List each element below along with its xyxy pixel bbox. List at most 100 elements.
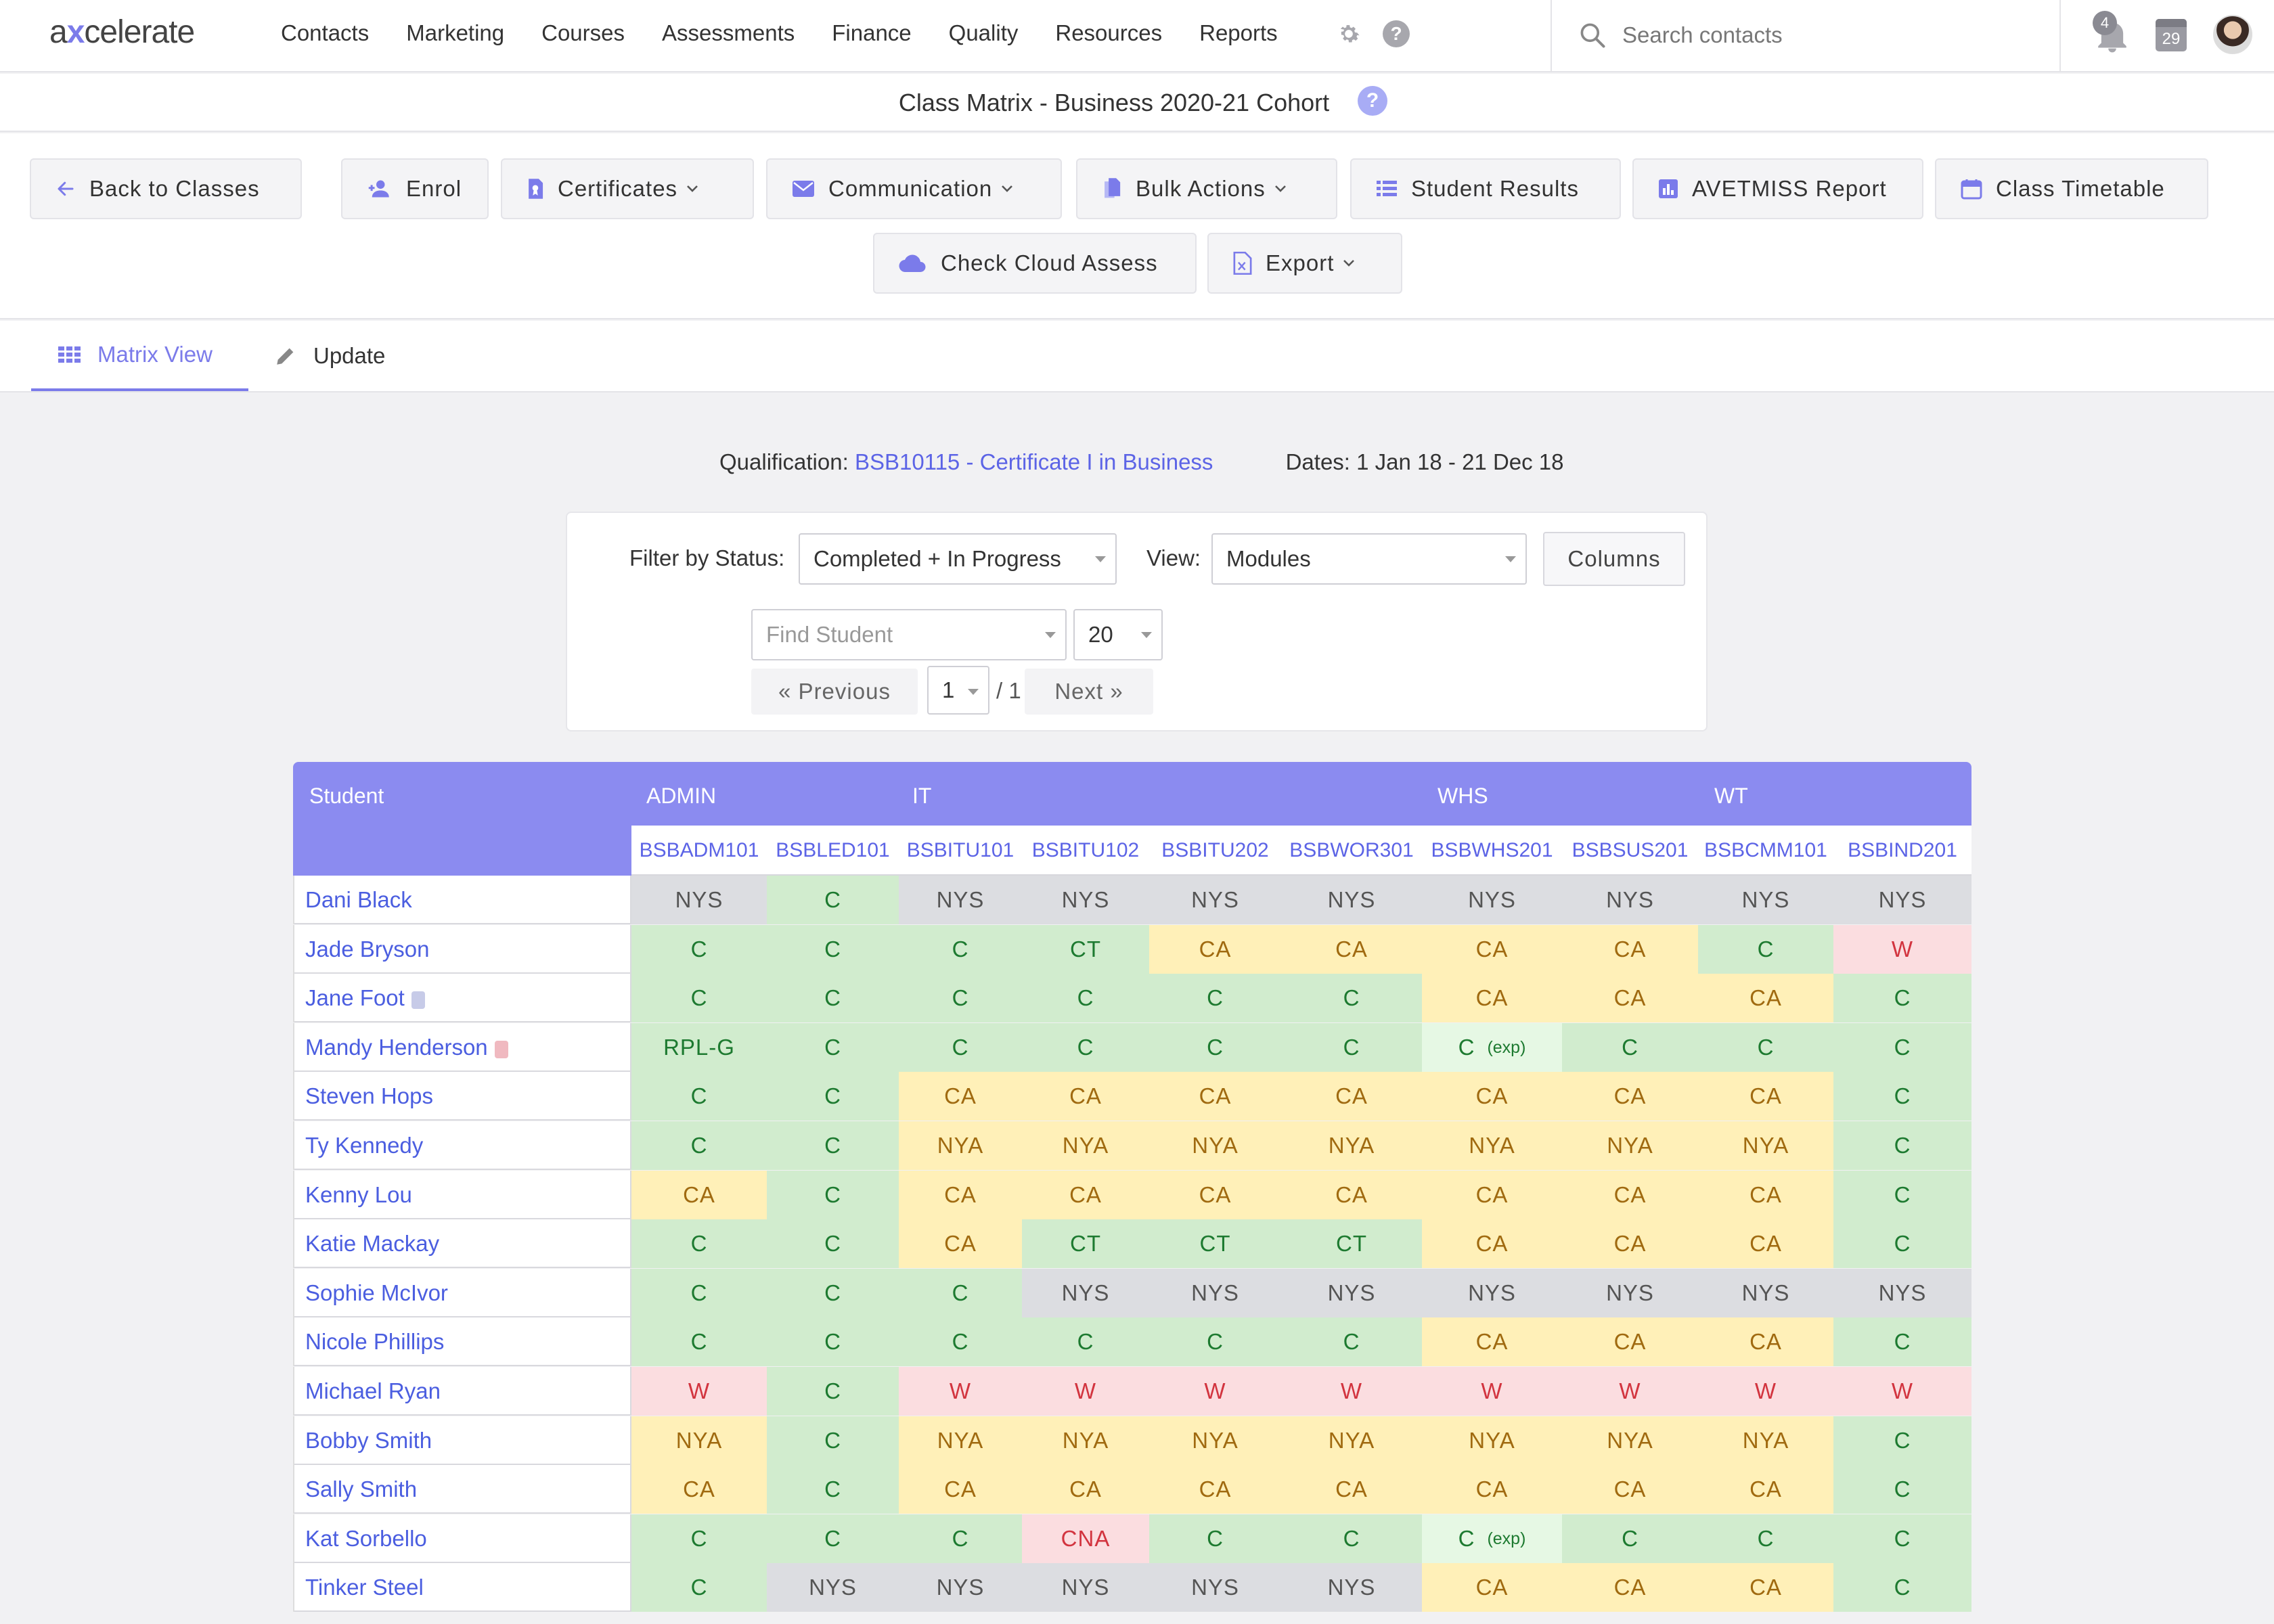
- student-name-link[interactable]: Kat Sorbello: [293, 1514, 631, 1563]
- result-cell[interactable]: C: [767, 1514, 899, 1563]
- result-cell[interactable]: NYA: [1281, 1416, 1422, 1465]
- result-cell[interactable]: CA: [1149, 925, 1281, 974]
- menu-item-quality[interactable]: Quality: [948, 20, 1019, 45]
- unit-code-header[interactable]: BSBCMM101: [1704, 839, 1827, 861]
- result-cell[interactable]: C: [767, 1465, 899, 1514]
- result-cell[interactable]: C: [1833, 1171, 1971, 1219]
- result-cell[interactable]: NYS: [1698, 1269, 1833, 1317]
- result-cell[interactable]: CT: [1022, 925, 1149, 974]
- unit-code-header[interactable]: BSBITU202: [1161, 839, 1269, 861]
- result-cell[interactable]: CA: [1149, 1072, 1281, 1121]
- unit-code-header[interactable]: BSBIND201: [1848, 839, 1957, 861]
- result-cell[interactable]: NYS: [1022, 1563, 1149, 1612]
- result-cell[interactable]: CA: [1562, 1317, 1698, 1366]
- communication-dropdown-button[interactable]: Communication: [766, 158, 1062, 219]
- result-cell[interactable]: CT: [1149, 1219, 1281, 1268]
- student-name-link[interactable]: Sally Smith: [293, 1465, 631, 1514]
- result-cell[interactable]: CA: [1149, 1465, 1281, 1514]
- result-cell[interactable]: CT: [1281, 1219, 1422, 1268]
- result-cell[interactable]: C: [767, 1269, 899, 1317]
- result-cell[interactable]: CA: [1562, 925, 1698, 974]
- result-cell[interactable]: CA: [1281, 925, 1422, 974]
- result-cell[interactable]: C: [767, 1072, 899, 1121]
- result-cell[interactable]: C: [1833, 1121, 1971, 1170]
- result-cell[interactable]: W: [631, 1367, 767, 1416]
- result-cell[interactable]: C: [1149, 1514, 1281, 1563]
- result-cell[interactable]: NYS: [1022, 876, 1149, 924]
- result-cell[interactable]: C: [1281, 1514, 1422, 1563]
- result-cell[interactable]: NYS: [767, 1563, 899, 1612]
- qualification-link[interactable]: BSB10115 - Certificate I in Business: [854, 449, 1213, 474]
- result-cell[interactable]: NYA: [1022, 1121, 1149, 1170]
- result-cell[interactable]: C: [899, 925, 1022, 974]
- result-cell[interactable]: NYA: [899, 1416, 1022, 1465]
- result-cell[interactable]: CA: [1022, 1072, 1149, 1121]
- result-cell[interactable]: CA: [1698, 1171, 1833, 1219]
- result-cell[interactable]: NYA: [1422, 1416, 1562, 1465]
- calendar-icon[interactable]: 29: [2156, 19, 2187, 51]
- search-contacts-input[interactable]: [1622, 19, 2028, 51]
- result-cell[interactable]: W: [1698, 1367, 1833, 1416]
- student-flag-icon[interactable]: [411, 991, 425, 1009]
- result-cell[interactable]: NYS: [1149, 876, 1281, 924]
- page-number-select[interactable]: 1: [927, 666, 989, 715]
- result-cell[interactable]: NYS: [1022, 1269, 1149, 1317]
- result-cell[interactable]: CA: [1022, 1465, 1149, 1514]
- result-cell[interactable]: C: [767, 1219, 899, 1268]
- result-cell[interactable]: CA: [1422, 974, 1562, 1022]
- result-cell[interactable]: NYA: [1562, 1121, 1698, 1170]
- student-name-link[interactable]: Nicole Phillips: [293, 1317, 631, 1366]
- result-cell[interactable]: CNA: [1022, 1514, 1149, 1563]
- result-cell[interactable]: NYS: [1698, 876, 1833, 924]
- result-cell[interactable]: C: [1833, 1416, 1971, 1465]
- unit-code-header[interactable]: BSBSUS201: [1571, 839, 1689, 861]
- result-cell[interactable]: NYS: [1281, 876, 1422, 924]
- result-cell[interactable]: C: [1022, 1317, 1149, 1366]
- result-cell[interactable]: C: [767, 876, 899, 924]
- result-cell[interactable]: NYS: [1281, 1269, 1422, 1317]
- result-cell[interactable]: C: [631, 1317, 767, 1366]
- axcelerate-logo[interactable]: axcelerate: [49, 14, 195, 50]
- enrol-button[interactable]: Enrol: [341, 158, 489, 219]
- check-cloud-assess-button[interactable]: Check Cloud Assess: [873, 233, 1197, 294]
- bulk-actions-dropdown-button[interactable]: Bulk Actions: [1076, 158, 1337, 219]
- result-cell[interactable]: C: [899, 1514, 1022, 1563]
- result-cell[interactable]: NYS: [1281, 1563, 1422, 1612]
- result-cell[interactable]: C: [631, 1219, 767, 1268]
- result-cell[interactable]: CA: [1422, 1171, 1562, 1219]
- unit-code-header[interactable]: BSBADM101: [639, 839, 759, 861]
- page-size-select[interactable]: 20: [1073, 609, 1163, 660]
- student-name-link[interactable]: Kenny Lou: [293, 1171, 631, 1219]
- result-cell[interactable]: CA: [1022, 1171, 1149, 1219]
- result-cell[interactable]: CA: [1281, 1465, 1422, 1514]
- result-cell[interactable]: CA: [1281, 1072, 1422, 1121]
- columns-button[interactable]: Columns: [1543, 532, 1685, 586]
- result-cell[interactable]: C: [1698, 1023, 1833, 1072]
- result-cell[interactable]: C: [1833, 1514, 1971, 1563]
- result-cell[interactable]: C: [1281, 1023, 1422, 1072]
- result-cell[interactable]: C: [767, 1121, 899, 1170]
- unit-code-header[interactable]: BSBITU102: [1031, 839, 1140, 861]
- result-cell[interactable]: NYS: [1833, 876, 1971, 924]
- back-to-classes-button[interactable]: Back to Classes: [30, 158, 302, 219]
- result-cell[interactable]: C: [767, 1171, 899, 1219]
- result-cell[interactable]: CA: [1281, 1171, 1422, 1219]
- result-cell[interactable]: C: [1149, 1317, 1281, 1366]
- result-cell[interactable]: C: [899, 1023, 1022, 1072]
- result-cell[interactable]: NYS: [899, 876, 1022, 924]
- result-cell[interactable]: NYS: [631, 876, 767, 924]
- result-cell[interactable]: CA: [899, 1171, 1022, 1219]
- result-cell[interactable]: C: [1562, 1023, 1698, 1072]
- result-cell[interactable]: CA: [899, 1072, 1022, 1121]
- result-cell[interactable]: CA: [1698, 1219, 1833, 1268]
- result-cell[interactable]: CA: [631, 1465, 767, 1514]
- certificates-dropdown-button[interactable]: Certificates: [501, 158, 754, 219]
- result-cell[interactable]: NYS: [899, 1563, 1022, 1612]
- student-name-link[interactable]: Michael Ryan: [293, 1367, 631, 1416]
- result-cell[interactable]: C: [631, 925, 767, 974]
- tab-matrix-view[interactable]: Matrix View: [31, 321, 248, 391]
- result-cell[interactable]: C: [1022, 974, 1149, 1022]
- result-cell[interactable]: C: [1833, 1072, 1971, 1121]
- result-cell[interactable]: NYA: [1698, 1416, 1833, 1465]
- menu-item-marketing[interactable]: Marketing: [406, 20, 505, 45]
